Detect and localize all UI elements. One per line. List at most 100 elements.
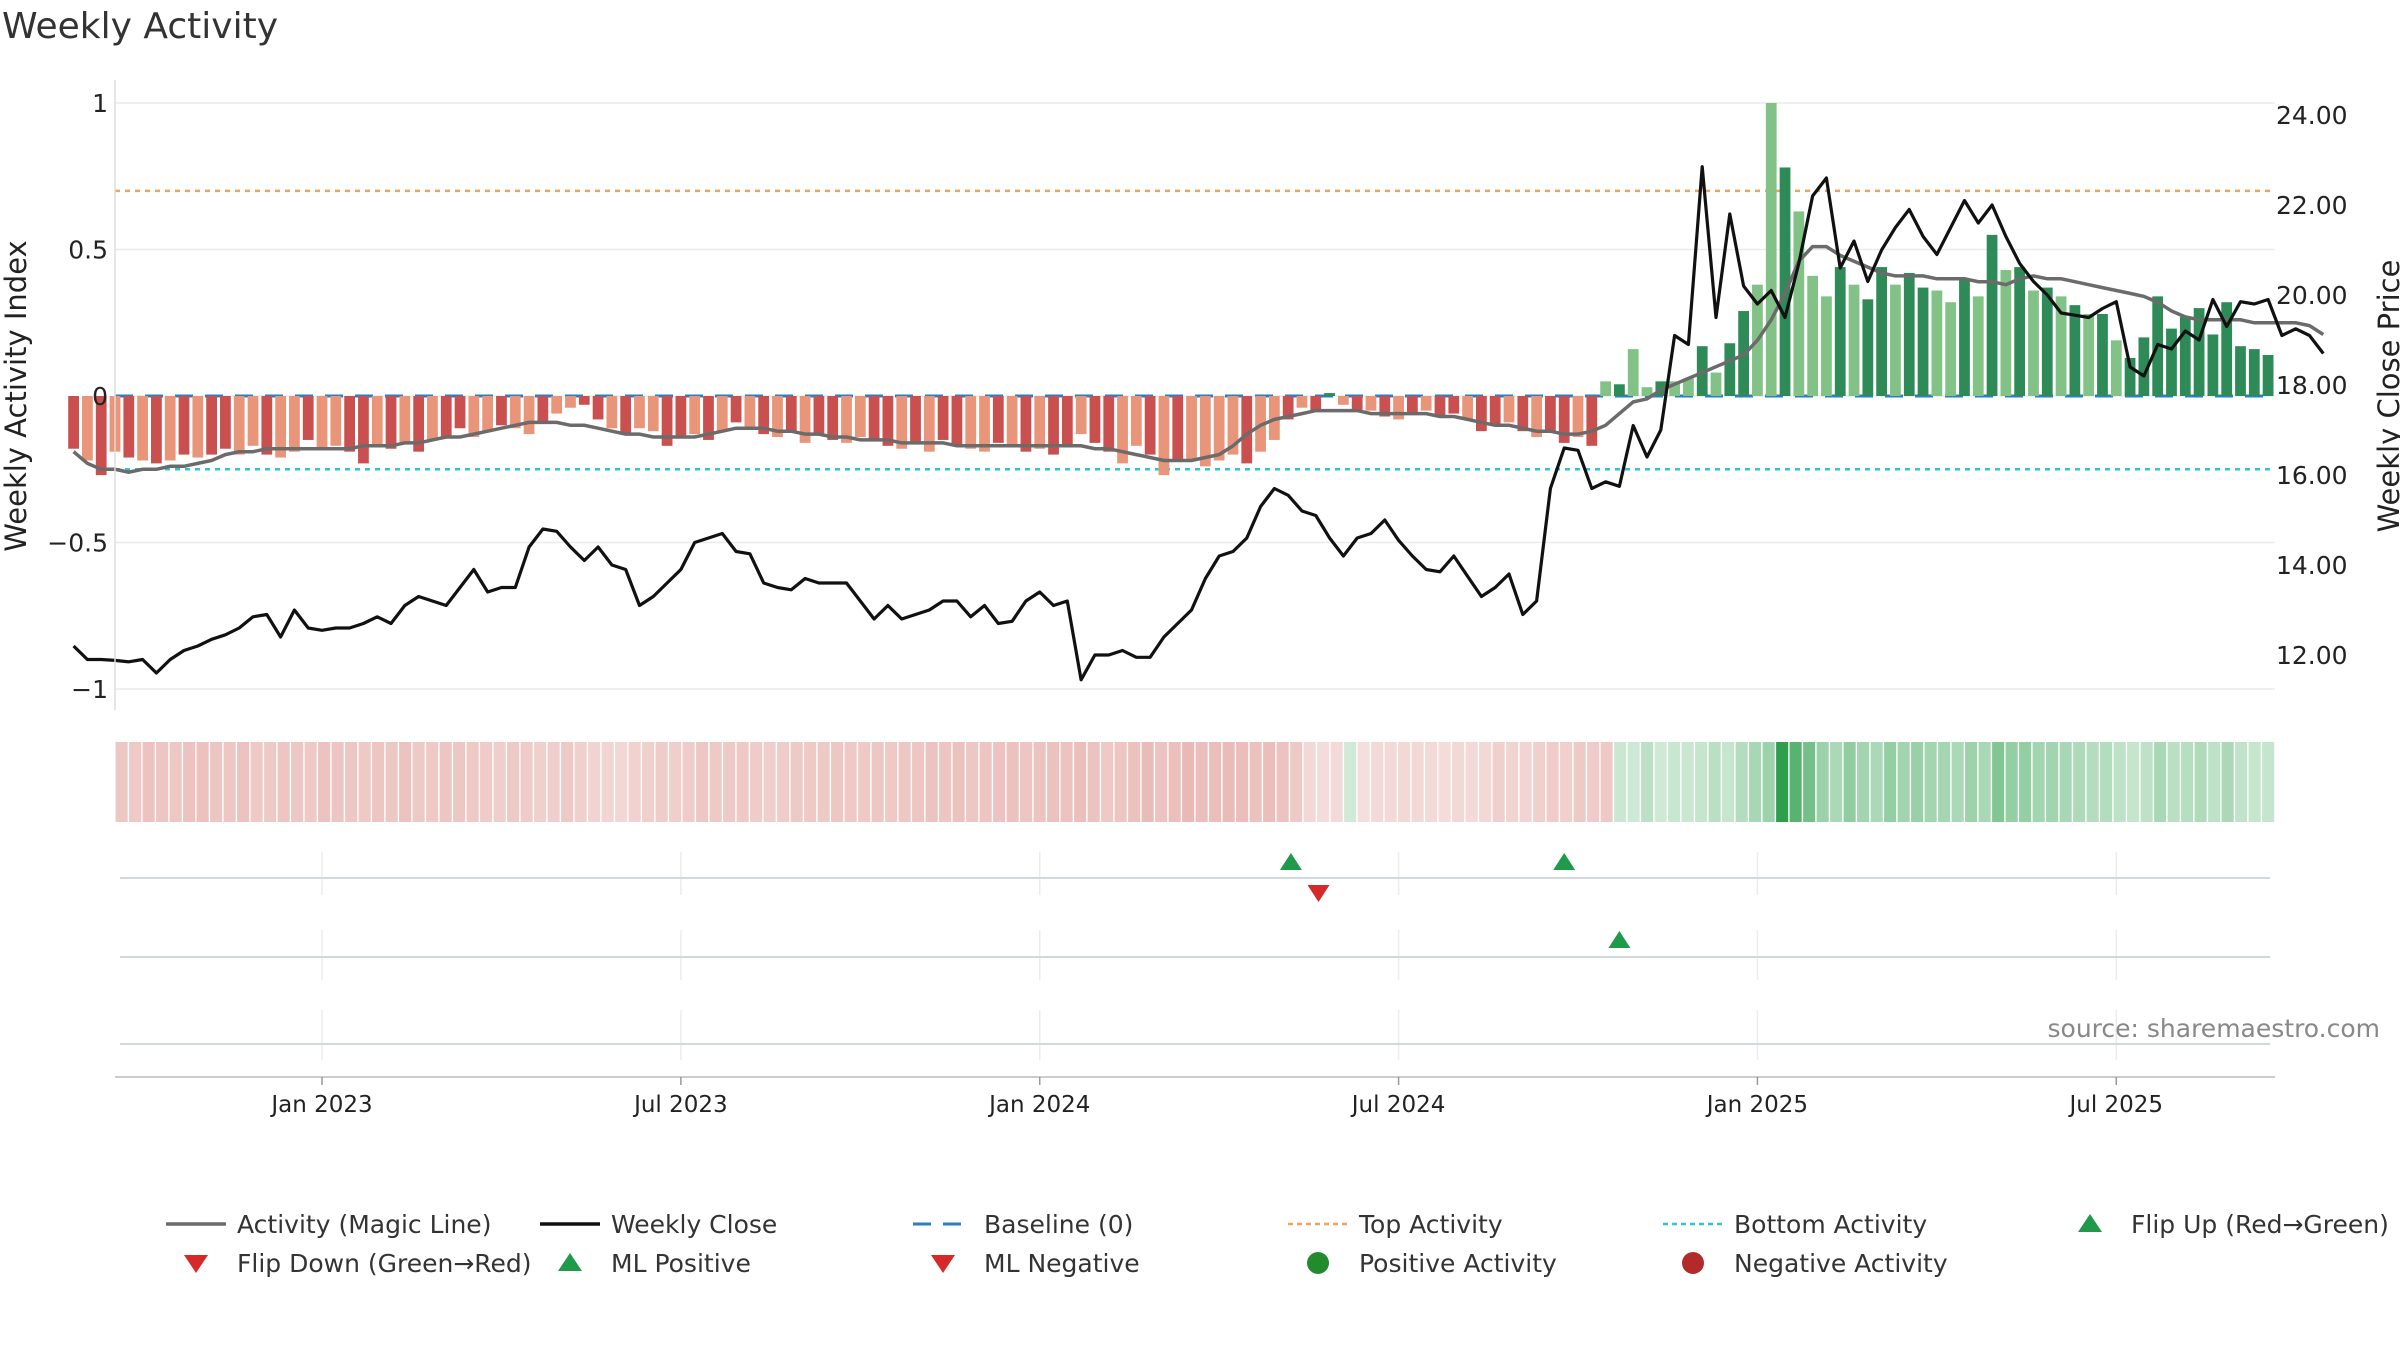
- activity-bar: [1434, 396, 1446, 417]
- activity-strip-cell: [1492, 742, 1505, 822]
- activity-strip-cell: [1465, 742, 1478, 822]
- activity-strip-cell: [2059, 742, 2072, 822]
- activity-strip-cell: [1830, 742, 1843, 822]
- activity-strip-cell: [1857, 742, 1870, 822]
- activity-strip-cell: [966, 742, 979, 822]
- activity-strip-cell: [844, 742, 857, 822]
- activity-bar: [2138, 337, 2150, 396]
- activity-bars: [68, 103, 2274, 476]
- activity-strip-cell: [1654, 742, 1667, 822]
- activity-strip-cell: [520, 742, 533, 822]
- activity-strip-cell: [1168, 742, 1181, 822]
- activity-strip-cell: [1803, 742, 1816, 822]
- activity-bar: [1365, 396, 1377, 411]
- legend-label: ML Positive: [611, 1249, 751, 1278]
- left-tick-label: −0.5: [47, 529, 108, 558]
- activity-bar: [1075, 396, 1087, 435]
- activity-bar: [123, 396, 135, 458]
- right-tick-label: 12.00: [2276, 641, 2348, 670]
- activity-strip-cell: [1249, 742, 1262, 822]
- activity-bar: [606, 396, 618, 429]
- activity-strip-cell: [507, 742, 520, 822]
- activity-strip-cell: [2235, 742, 2248, 822]
- activity-strip-cell: [2140, 742, 2153, 822]
- activity-bar: [233, 396, 245, 455]
- activity-strip-cell: [1276, 742, 1289, 822]
- activity-bar: [537, 396, 549, 423]
- activity-strip-cell: [1762, 742, 1775, 822]
- activity-strip-cell: [1978, 742, 1991, 822]
- activity-strip-cell: [547, 742, 560, 822]
- activity-bar: [1199, 396, 1211, 467]
- activity-bar: [2028, 290, 2039, 396]
- activity-strip-cell: [412, 742, 425, 822]
- right-tick-label: 20.00: [2276, 281, 2348, 310]
- legend-label: Top Activity: [1358, 1210, 1503, 1239]
- flip-up-marker: [1279, 853, 1302, 870]
- left-tick-label: 1: [92, 89, 108, 118]
- activity-strip-cell: [399, 742, 412, 822]
- activity-bar: [1117, 396, 1128, 464]
- activity-strip-cell: [1195, 742, 1208, 822]
- activity-bar: [813, 396, 825, 435]
- activity-bar: [1462, 396, 1473, 420]
- activity-strip-cell: [858, 742, 871, 822]
- activity-strip-cell: [669, 742, 682, 822]
- activity-strip-cell: [1425, 742, 1438, 822]
- activity-bar: [1448, 396, 1460, 414]
- activity-bar: [1393, 396, 1404, 420]
- activity-bar: [1834, 267, 1846, 396]
- activity-bar: [2014, 267, 2026, 396]
- activity-strip-cell: [682, 742, 695, 822]
- activity-strip-cell: [2086, 742, 2099, 822]
- activity-bar: [1061, 396, 1073, 446]
- activity-strip-cell: [1141, 742, 1154, 822]
- activity-bar: [316, 396, 328, 449]
- legend-triangle-down-icon: [931, 1255, 955, 1273]
- activity-bar: [1821, 296, 1832, 396]
- activity-bar: [1406, 396, 1418, 414]
- activity-bar: [1724, 343, 1736, 396]
- activity-bar: [137, 396, 148, 461]
- legend-label: Negative Activity: [1734, 1249, 1948, 1278]
- activity-strip-cell: [1087, 742, 1100, 822]
- x-tick-label: Jul 2023: [632, 1092, 728, 1118]
- activity-strip-cell: [493, 742, 506, 822]
- right-tick-label: 16.00: [2276, 461, 2348, 490]
- activity-strip-cell: [1843, 742, 1856, 822]
- activity-bar: [427, 396, 438, 440]
- activity-strip-cell: [1533, 742, 1546, 822]
- activity-strip-cell: [1344, 742, 1357, 822]
- legend-item: Flip Up (Red→Green): [2078, 1210, 2389, 1239]
- activity-strip-cell: [1641, 742, 1654, 822]
- activity-strip-cell: [1587, 742, 1600, 822]
- activity-bar: [1489, 396, 1501, 426]
- activity-bar: [785, 396, 797, 432]
- activity-bar: [1972, 296, 1984, 396]
- activity-bar: [744, 396, 756, 429]
- series-lines: [72, 165, 2325, 682]
- activity-strip-cell: [372, 742, 385, 822]
- activity-strip-cell: [1371, 742, 1384, 822]
- activity-strip-cell: [2262, 742, 2275, 822]
- activity-strip-cell: [277, 742, 290, 822]
- activity-strip-cell: [1546, 742, 1559, 822]
- activity-strip-cell: [1560, 742, 1573, 822]
- activity-strip-cell: [763, 742, 776, 822]
- right-tick-label: 14.00: [2276, 551, 2348, 580]
- magic-line-series: [72, 244, 2325, 474]
- activity-bar: [1420, 396, 1432, 411]
- activity-bar: [1917, 287, 1929, 396]
- x-tick-label: Jan 2025: [1705, 1092, 1808, 1118]
- activity-bar: [1282, 396, 1294, 420]
- activity-strip-cell: [210, 742, 223, 822]
- activity-bar: [151, 396, 162, 464]
- activity-bar: [1558, 396, 1570, 443]
- activity-bar: [1379, 396, 1391, 417]
- x-tick-label: Jul 2025: [2067, 1092, 2163, 1118]
- activity-bar: [1572, 396, 1584, 438]
- activity-strip-cell: [345, 742, 358, 822]
- activity-bar: [799, 396, 811, 443]
- activity-bar: [1213, 396, 1225, 461]
